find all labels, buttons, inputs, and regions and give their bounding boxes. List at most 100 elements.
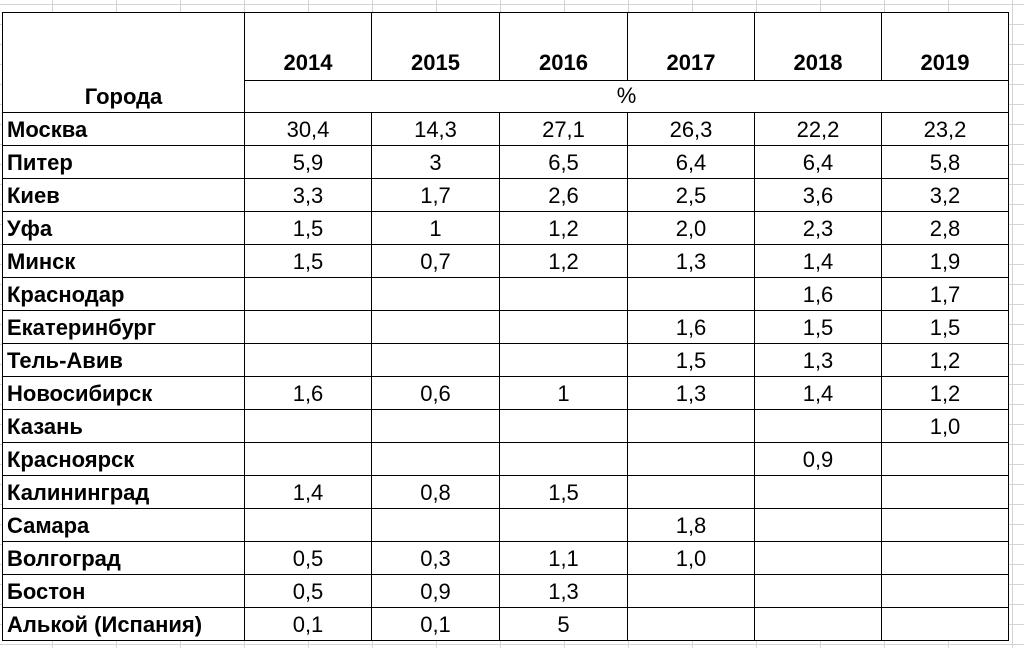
value-cell-2017[interactable] bbox=[627, 475, 755, 509]
value-cell-2018[interactable]: 2,3 bbox=[754, 211, 882, 245]
value-cell-2018[interactable] bbox=[754, 508, 882, 542]
value-cell-2014[interactable]: 5,9 bbox=[244, 145, 372, 179]
city-column-header[interactable]: Города bbox=[2, 12, 245, 113]
value-cell-2019[interactable] bbox=[881, 574, 1009, 608]
city-name-cell[interactable]: Питер bbox=[2, 145, 245, 179]
value-cell-2018[interactable]: 0,9 bbox=[754, 442, 882, 476]
value-cell-2018[interactable]: 1,3 bbox=[754, 343, 882, 377]
value-cell-2014[interactable] bbox=[244, 310, 372, 344]
unit-percent-header[interactable]: % bbox=[244, 80, 1009, 113]
value-cell-2018[interactable] bbox=[754, 541, 882, 575]
value-cell-2018[interactable] bbox=[754, 574, 882, 608]
city-name-cell[interactable]: Калининград bbox=[2, 475, 245, 509]
value-cell-2019[interactable]: 1,2 bbox=[881, 376, 1009, 410]
city-name-cell[interactable]: Бостон bbox=[2, 574, 245, 608]
year-header-2017[interactable]: 2017 bbox=[627, 12, 755, 81]
value-cell-2018[interactable]: 1,5 bbox=[754, 310, 882, 344]
year-header-2016[interactable]: 2016 bbox=[499, 12, 628, 81]
value-cell-2016[interactable]: 5 bbox=[499, 607, 628, 641]
value-cell-2015[interactable] bbox=[371, 310, 500, 344]
value-cell-2016[interactable] bbox=[499, 409, 628, 443]
city-name-cell[interactable]: Екатеринбург bbox=[2, 310, 245, 344]
value-cell-2014[interactable]: 1,5 bbox=[244, 211, 372, 245]
value-cell-2017[interactable]: 1,6 bbox=[627, 310, 755, 344]
city-name-cell[interactable]: Минск bbox=[2, 244, 245, 278]
city-name-cell[interactable]: Волгоград bbox=[2, 541, 245, 575]
value-cell-2018[interactable]: 6,4 bbox=[754, 145, 882, 179]
value-cell-2019[interactable]: 3,2 bbox=[881, 178, 1009, 212]
value-cell-2019[interactable]: 1,0 bbox=[881, 409, 1009, 443]
value-cell-2019[interactable] bbox=[881, 442, 1009, 476]
value-cell-2017[interactable] bbox=[627, 277, 755, 311]
value-cell-2017[interactable]: 1,3 bbox=[627, 376, 755, 410]
city-name-cell[interactable]: Уфа bbox=[2, 211, 245, 245]
value-cell-2017[interactable]: 26,3 bbox=[627, 112, 755, 146]
city-name-cell[interactable]: Алькой (Испания) bbox=[2, 607, 245, 641]
year-header-2018[interactable]: 2018 bbox=[754, 12, 882, 81]
value-cell-2014[interactable]: 3,3 bbox=[244, 178, 372, 212]
value-cell-2014[interactable] bbox=[244, 409, 372, 443]
value-cell-2015[interactable]: 0,9 bbox=[371, 574, 500, 608]
value-cell-2019[interactable]: 1,2 bbox=[881, 343, 1009, 377]
value-cell-2014[interactable]: 1,6 bbox=[244, 376, 372, 410]
value-cell-2018[interactable] bbox=[754, 607, 882, 641]
value-cell-2019[interactable] bbox=[881, 541, 1009, 575]
value-cell-2018[interactable]: 1,4 bbox=[754, 376, 882, 410]
year-header-2015[interactable]: 2015 bbox=[371, 12, 500, 81]
value-cell-2016[interactable] bbox=[499, 508, 628, 542]
value-cell-2014[interactable]: 1,5 bbox=[244, 244, 372, 278]
value-cell-2016[interactable]: 6,5 bbox=[499, 145, 628, 179]
value-cell-2017[interactable]: 2,0 bbox=[627, 211, 755, 245]
value-cell-2015[interactable]: 14,3 bbox=[371, 112, 500, 146]
value-cell-2017[interactable] bbox=[627, 607, 755, 641]
value-cell-2015[interactable] bbox=[371, 409, 500, 443]
value-cell-2015[interactable]: 0,7 bbox=[371, 244, 500, 278]
value-cell-2015[interactable]: 0,1 bbox=[371, 607, 500, 641]
year-header-2019[interactable]: 2019 bbox=[881, 12, 1009, 81]
value-cell-2017[interactable]: 1,8 bbox=[627, 508, 755, 542]
value-cell-2016[interactable]: 1 bbox=[499, 376, 628, 410]
value-cell-2015[interactable] bbox=[371, 442, 500, 476]
value-cell-2018[interactable]: 3,6 bbox=[754, 178, 882, 212]
value-cell-2019[interactable] bbox=[881, 607, 1009, 641]
value-cell-2016[interactable]: 27,1 bbox=[499, 112, 628, 146]
city-name-cell[interactable]: Краснодар bbox=[2, 277, 245, 311]
value-cell-2016[interactable] bbox=[499, 343, 628, 377]
value-cell-2016[interactable] bbox=[499, 277, 628, 311]
value-cell-2019[interactable] bbox=[881, 475, 1009, 509]
value-cell-2019[interactable]: 23,2 bbox=[881, 112, 1009, 146]
value-cell-2017[interactable]: 6,4 bbox=[627, 145, 755, 179]
city-name-cell[interactable]: Самара bbox=[2, 508, 245, 542]
value-cell-2016[interactable] bbox=[499, 310, 628, 344]
value-cell-2014[interactable] bbox=[244, 442, 372, 476]
value-cell-2014[interactable]: 0,5 bbox=[244, 574, 372, 608]
city-name-cell[interactable]: Красноярск bbox=[2, 442, 245, 476]
value-cell-2016[interactable] bbox=[499, 442, 628, 476]
value-cell-2015[interactable] bbox=[371, 343, 500, 377]
value-cell-2016[interactable]: 2,6 bbox=[499, 178, 628, 212]
value-cell-2016[interactable]: 1,5 bbox=[499, 475, 628, 509]
value-cell-2015[interactable] bbox=[371, 277, 500, 311]
city-name-cell[interactable]: Москва bbox=[2, 112, 245, 146]
value-cell-2016[interactable]: 1,2 bbox=[499, 244, 628, 278]
value-cell-2015[interactable]: 1,7 bbox=[371, 178, 500, 212]
value-cell-2017[interactable]: 1,0 bbox=[627, 541, 755, 575]
value-cell-2019[interactable]: 1,5 bbox=[881, 310, 1009, 344]
value-cell-2014[interactable]: 0,1 bbox=[244, 607, 372, 641]
value-cell-2015[interactable] bbox=[371, 508, 500, 542]
value-cell-2017[interactable] bbox=[627, 409, 755, 443]
city-name-cell[interactable]: Казань bbox=[2, 409, 245, 443]
city-name-cell[interactable]: Новосибирск bbox=[2, 376, 245, 410]
value-cell-2019[interactable] bbox=[881, 508, 1009, 542]
value-cell-2016[interactable]: 1,2 bbox=[499, 211, 628, 245]
value-cell-2014[interactable]: 30,4 bbox=[244, 112, 372, 146]
value-cell-2015[interactable]: 0,6 bbox=[371, 376, 500, 410]
value-cell-2015[interactable]: 0,8 bbox=[371, 475, 500, 509]
city-name-cell[interactable]: Тель-Авив bbox=[2, 343, 245, 377]
value-cell-2014[interactable] bbox=[244, 343, 372, 377]
value-cell-2018[interactable] bbox=[754, 475, 882, 509]
value-cell-2019[interactable]: 1,7 bbox=[881, 277, 1009, 311]
year-header-2014[interactable]: 2014 bbox=[244, 12, 372, 81]
value-cell-2017[interactable]: 1,3 bbox=[627, 244, 755, 278]
value-cell-2015[interactable]: 1 bbox=[371, 211, 500, 245]
